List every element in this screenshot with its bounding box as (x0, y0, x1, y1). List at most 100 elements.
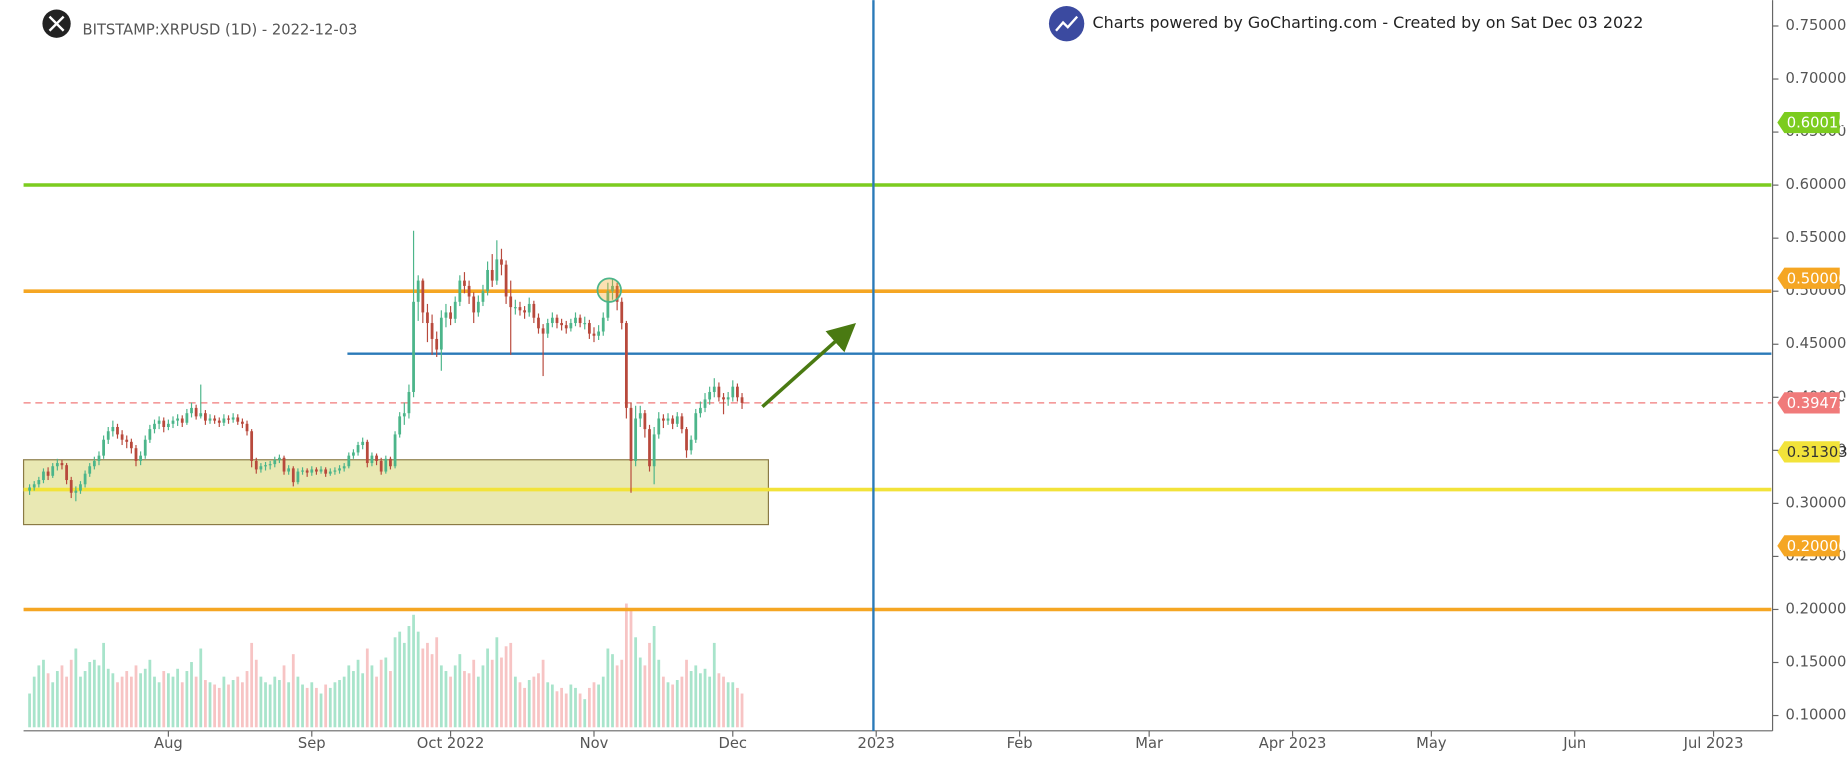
candle-body (416, 280, 420, 302)
volume-bar (287, 682, 291, 728)
candle-body (421, 280, 425, 313)
arrow (761, 322, 857, 409)
candle-body (338, 468, 341, 471)
candle-body (370, 455, 374, 464)
candle-body (523, 310, 526, 313)
volume-bar (703, 668, 707, 728)
volume-bar (694, 665, 698, 728)
candle-body (587, 323, 591, 334)
candle-body (37, 480, 41, 485)
volume-bar (254, 659, 258, 728)
candle-body (430, 323, 434, 339)
volume-bar (629, 609, 633, 728)
volume-bar (217, 687, 221, 728)
y-tick-label: 0.30000 (1786, 494, 1847, 511)
volume-bar (495, 637, 499, 728)
volume-bar (264, 682, 267, 728)
volume-bar (347, 665, 351, 728)
volume-bar (79, 676, 82, 728)
candle-body (231, 417, 235, 420)
volume-bar (587, 687, 591, 728)
x-tick-label: Feb (1007, 735, 1033, 752)
volume-bar (245, 671, 249, 728)
candle-body (111, 426, 115, 432)
candle-body (28, 487, 31, 491)
candle-body (342, 466, 346, 469)
candle-body (546, 323, 550, 334)
volume-bar (657, 659, 661, 728)
candle-body (634, 418, 638, 461)
x-tick-label: Apr 2023 (1259, 735, 1327, 752)
volume-bar (296, 676, 300, 728)
volume-bar (143, 668, 147, 728)
candle-body (32, 484, 36, 488)
volume-bar (74, 648, 78, 728)
volume-bar (55, 671, 59, 728)
candle-body (444, 312, 448, 318)
candle-body (638, 413, 642, 419)
candle-body (624, 323, 628, 408)
candle-body (666, 418, 670, 421)
volume-bar (153, 676, 156, 728)
price-tag (1777, 392, 1840, 414)
volume-bar (449, 676, 452, 728)
x-tick-label: Jun (1562, 735, 1586, 752)
candle-body (412, 301, 415, 392)
candle-body (254, 460, 258, 470)
volume-bar (305, 687, 309, 728)
volume-bar (574, 687, 577, 728)
x-tick-label: Oct 2022 (417, 735, 485, 752)
x-tick-label: Nov (580, 735, 609, 752)
candle-body (537, 317, 540, 329)
candle-body (287, 468, 291, 472)
x-tick-label: Jul 2023 (1683, 735, 1744, 752)
volume-bar (527, 680, 531, 728)
candle-body (611, 285, 614, 292)
candle-body (365, 441, 369, 464)
candle-body (69, 480, 73, 493)
candle-body (328, 471, 332, 474)
candle-body (319, 469, 323, 472)
volume-bar (685, 659, 688, 728)
volume-bar (546, 682, 550, 728)
volume-bar (689, 671, 693, 728)
candle-body (379, 460, 383, 472)
volume-bar (740, 693, 744, 728)
volume-bar (365, 648, 369, 728)
candle-body (620, 301, 624, 324)
volume-bar (356, 659, 360, 728)
candle-body (643, 413, 647, 430)
candle-body (495, 259, 499, 281)
candle-body (88, 466, 92, 474)
volume-bar (65, 676, 68, 728)
candle-body (467, 285, 471, 297)
volume-bar (569, 684, 573, 728)
y-tick-label: 0.70000 (1786, 70, 1847, 87)
candle-body (532, 303, 536, 318)
volume-bar (37, 665, 41, 728)
candle-body (689, 439, 693, 451)
volume-bar (662, 676, 665, 728)
candle-body (120, 434, 124, 440)
volume-bar (500, 657, 503, 728)
candle-body (463, 280, 466, 286)
credit: Charts powered by GoCharting.com - Creat… (1093, 13, 1644, 32)
y-tick-label: 0.15000 (1786, 654, 1847, 671)
volume-bar (467, 673, 471, 728)
candle-body (601, 317, 605, 332)
candle-body (662, 418, 665, 421)
volume-bar (624, 603, 628, 728)
candle-body (652, 434, 656, 467)
volume-bar (444, 671, 448, 728)
volume-bar (699, 673, 702, 728)
price-tag-label: 0.20000 (1787, 538, 1848, 555)
candle-body (324, 469, 328, 474)
volume-bar (375, 676, 378, 728)
price-tag-label: 0.60010 (1787, 115, 1848, 132)
candle-body (699, 407, 702, 414)
candle-body (393, 434, 397, 467)
volume-bar (648, 642, 651, 728)
volume-bar (60, 665, 64, 728)
candle-body (435, 338, 439, 350)
volume-bar (680, 676, 684, 728)
